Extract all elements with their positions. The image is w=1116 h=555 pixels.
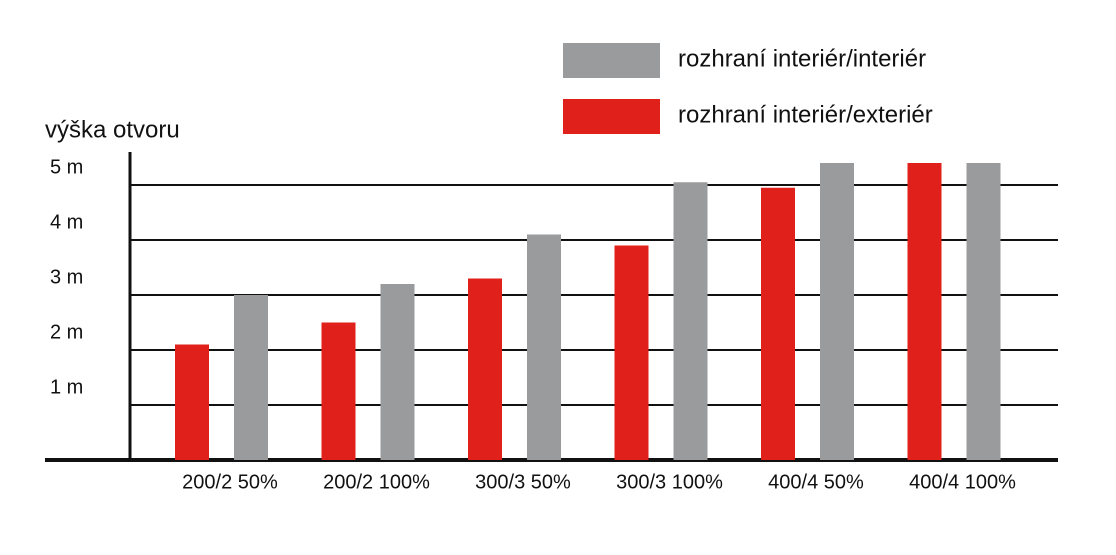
bar: [234, 295, 268, 460]
bar: [175, 344, 209, 460]
bar: [321, 322, 356, 460]
y-tick-label: 5 m: [50, 156, 83, 178]
x-tick-label: 200/2 50%: [182, 471, 278, 493]
legend-swatch: [563, 99, 660, 134]
bar: [614, 245, 649, 460]
bar: [380, 284, 415, 460]
bar: [761, 187, 795, 460]
legend-label: rozhraní interiér/exteriér: [678, 101, 933, 128]
y-tick-label: 4 m: [50, 211, 83, 233]
y-axis-label: výška otvoru: [45, 116, 180, 143]
y-tick-label: 1 m: [50, 376, 83, 398]
bar: [527, 234, 561, 460]
x-tick-label: 400/4 50%: [768, 471, 864, 493]
x-tick-label: 300/3 100%: [616, 471, 723, 493]
y-tick-label: 3 m: [50, 266, 83, 288]
x-tick-label: 400/4 100%: [909, 471, 1016, 493]
bar: [907, 163, 942, 460]
legend-label: rozhraní interiér/interiér: [678, 45, 926, 72]
x-tick-label: 300/3 50%: [475, 471, 571, 493]
y-tick-label: 2 m: [50, 321, 83, 343]
bar: [820, 163, 854, 460]
x-tick-label: 200/2 100%: [323, 471, 430, 493]
bar: [468, 278, 502, 460]
legend-swatch: [563, 43, 660, 78]
bar: [673, 182, 708, 460]
bar: [966, 163, 1001, 460]
